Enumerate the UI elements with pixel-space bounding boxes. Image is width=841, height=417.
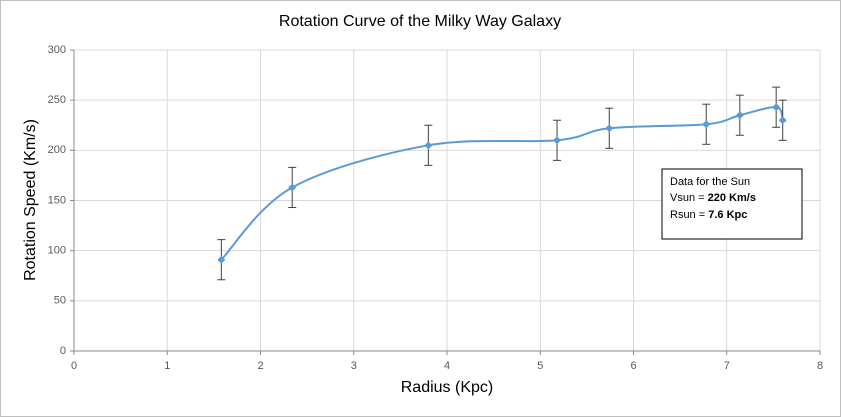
x-tick-label: 4 xyxy=(444,360,450,372)
x-tick-label: 3 xyxy=(351,360,357,372)
annotation-box: Data for the Sun Vsun = 220 Km/s Rsun = … xyxy=(661,168,803,240)
data-point xyxy=(217,255,226,264)
annotation-line: Vsun = 220 Km/s xyxy=(670,192,756,204)
y-axis-title: Rotation Speed (Km/s) xyxy=(22,119,39,281)
y-tick-label: 50 xyxy=(54,295,66,307)
chart-title: Rotation Curve of the Milky Way Galaxy xyxy=(279,13,561,30)
annotation-label: Vsun = xyxy=(670,192,705,204)
data-point xyxy=(778,116,787,125)
annotation-value: 7.6 Kpc xyxy=(708,209,747,221)
x-tick-label: 2 xyxy=(257,360,263,372)
annotation-label: Rsun = xyxy=(670,209,705,221)
x-tick-label: 7 xyxy=(724,360,730,372)
x-tick-label: 5 xyxy=(537,360,543,372)
series-line xyxy=(220,106,784,261)
annotation-line: Rsun = 7.6 Kpc xyxy=(670,209,747,221)
y-tick-label: 200 xyxy=(48,144,66,156)
y-tick-label: 150 xyxy=(48,194,66,206)
data-point xyxy=(605,124,614,133)
grid: 0 50 100 150 200 250 300 0 1 2 3 4 5 6 7 8 xyxy=(48,44,823,372)
data-point xyxy=(702,120,711,129)
data-point xyxy=(772,103,781,112)
x-tick-label: 8 xyxy=(817,360,823,372)
annotation-value: 220 Km/s xyxy=(708,192,756,204)
y-tick-label: 300 xyxy=(48,44,66,56)
x-tick-label: 6 xyxy=(630,360,636,372)
data-point xyxy=(424,141,433,150)
x-tick-label: 1 xyxy=(164,360,170,372)
x-axis-title: Radius (Kpc) xyxy=(401,379,493,396)
data-point xyxy=(735,111,744,120)
data-point xyxy=(288,183,297,192)
annotation-title: Data for the Sun xyxy=(670,176,750,188)
data-point xyxy=(553,136,562,145)
y-tick-label: 250 xyxy=(48,94,66,106)
y-tick-label: 0 xyxy=(60,345,66,357)
x-tick-label: 0 xyxy=(71,360,77,372)
y-tick-label: 100 xyxy=(48,245,66,257)
plot xyxy=(217,86,787,281)
annotation-frame xyxy=(661,168,803,240)
